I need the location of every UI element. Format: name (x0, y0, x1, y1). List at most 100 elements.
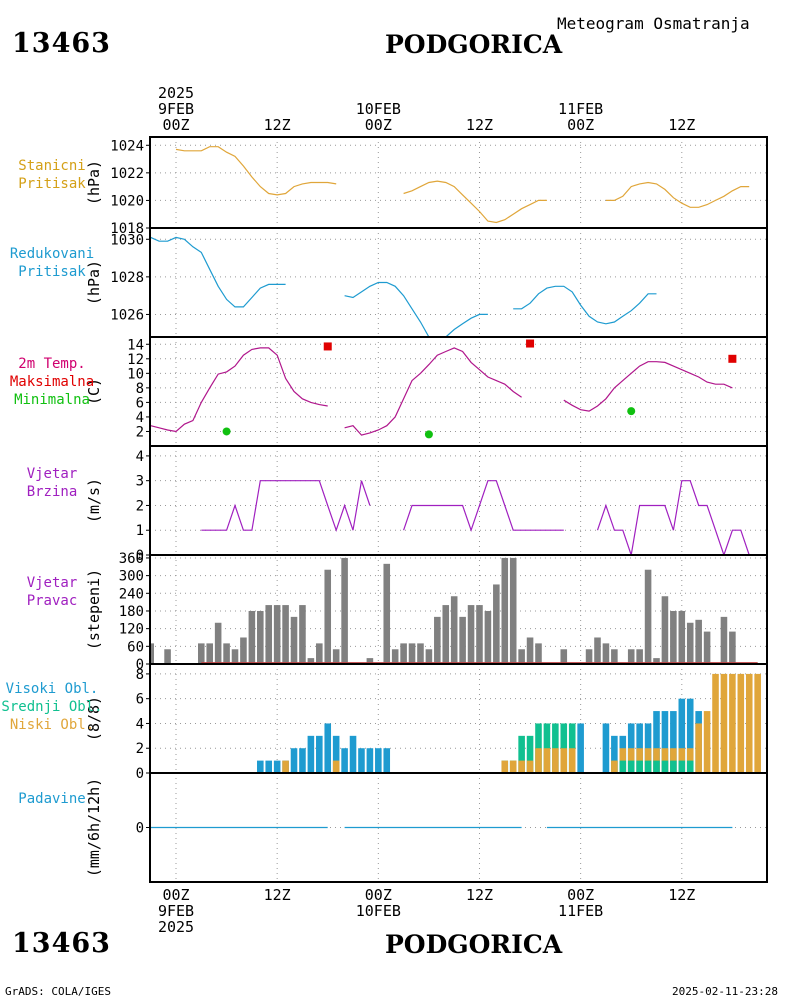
time-label-bottom: 11FEB (558, 902, 603, 920)
y-axis-label: (m/s) (85, 478, 103, 523)
wind-direction-bar (425, 649, 433, 664)
cloud-low-bar (526, 760, 534, 773)
wind-direction-bar (240, 637, 247, 664)
wind-direction-bar (636, 649, 643, 664)
series-line (150, 236, 286, 308)
min-temp-marker (627, 407, 636, 416)
cloud-mid-bar (619, 760, 627, 773)
station-id-top: 13463 (12, 28, 111, 59)
y-axis-label: (hPa) (85, 160, 103, 205)
y-tick-label: 1030 (110, 232, 144, 248)
y-tick-label: 4 (136, 449, 144, 465)
series-line (403, 480, 564, 533)
series-label: Brzina (27, 484, 78, 500)
wind-direction-bar (661, 596, 669, 664)
y-tick-label: 8 (136, 667, 144, 683)
series-line (596, 480, 750, 555)
series-line (403, 180, 547, 224)
cloud-mid-bar (653, 760, 660, 773)
cloud-low-bar (695, 723, 702, 773)
y-tick-label: 360 (119, 551, 144, 567)
wind-direction-bar (417, 643, 424, 664)
series-line (344, 347, 522, 436)
y-tick-label: 1022 (110, 166, 144, 182)
wind-direction-bar (307, 658, 315, 664)
wind-direction-bar (324, 569, 332, 664)
cloud-mid-bar (678, 760, 686, 773)
y-tick-label: 1018 (110, 221, 144, 237)
series-line (513, 285, 657, 325)
cloud-high-bar (577, 723, 584, 773)
cloud-high-bar (383, 748, 391, 773)
cloud-high-bar (341, 748, 348, 773)
panel-frame (149, 772, 768, 883)
cloud-high-bar (602, 723, 610, 773)
cloud-low-bar (501, 760, 509, 773)
y-tick-label: 6 (136, 395, 144, 411)
wind-direction-bar (467, 605, 475, 664)
time-label-bottom: 00Z (365, 886, 392, 904)
wind-direction-bar (602, 643, 610, 664)
wind-direction-bar (214, 622, 222, 664)
y-tick-label: 14 (127, 337, 144, 353)
wind-direction-bar (164, 649, 171, 664)
cloud-high-bar (290, 748, 298, 773)
series-label: Pravac (27, 593, 78, 609)
y-tick-label: 0 (136, 657, 144, 673)
wind-direction-bar (434, 616, 441, 664)
panel-station-pressure: 1018 1020 1022 1024 (hPa)Stanicni Pritisak (18, 136, 768, 237)
cloud-mid-bar (526, 735, 534, 773)
wind-direction-bar (585, 649, 593, 664)
max-temp-marker (728, 354, 737, 363)
cloud-high-bar (307, 735, 315, 773)
cloud-high-bar (299, 748, 306, 773)
series-label: Stanicni (18, 158, 85, 174)
series-label: Niski Obl. (10, 717, 94, 733)
cloud-high-bar (661, 711, 669, 773)
time-label-top: 12Z (466, 116, 493, 134)
cloud-high-bar (257, 760, 264, 773)
time-label-top: 11FEB (558, 100, 603, 118)
panel-frame (149, 227, 768, 338)
y-tick-label: 120 (119, 622, 144, 638)
cloud-low-bar (332, 760, 340, 773)
series-label: Minimalna (14, 392, 90, 408)
series-label: Pritisak (18, 176, 86, 192)
wind-direction-bar (206, 643, 214, 664)
cloud-high-bar (358, 748, 365, 773)
time-label-bottom: 00Z (567, 886, 594, 904)
wind-direction-bar (526, 637, 534, 664)
cloud-low-bar (568, 748, 576, 773)
cloud-low-bar (535, 748, 542, 773)
wind-direction-bar (594, 637, 601, 664)
cloud-low-bar (611, 760, 618, 773)
wind-direction-bar (501, 557, 509, 664)
y-tick-label: 0 (136, 766, 144, 782)
y-tick-label: 0 (136, 821, 144, 837)
wind-direction-bar (198, 643, 205, 664)
cloud-high-bar (316, 735, 323, 773)
series-line (201, 480, 371, 533)
panel-data (257, 673, 761, 773)
wind-direction-bar (695, 619, 702, 664)
y-tick-label: 180 (119, 604, 144, 620)
wind-direction-bar (150, 643, 154, 664)
wind-direction-bar (611, 649, 618, 664)
series-label: Maksimalna (10, 374, 94, 390)
wind-direction-bar (366, 658, 374, 664)
y-tick-label: 10 (127, 366, 144, 382)
y-axis-label: (8/8) (85, 696, 103, 741)
wind-direction-bar (282, 605, 289, 664)
wind-direction-bar (400, 643, 407, 664)
station-name-bottom: PODGORICA (385, 930, 563, 959)
wind-direction-bar (509, 557, 517, 664)
wind-direction-bar (535, 643, 542, 664)
max-temp-marker (323, 342, 332, 351)
panel-precipitation: 0 (mm/6h/12h)Padavine (18, 772, 768, 883)
wind-direction-bar (332, 649, 340, 664)
panel-data (175, 146, 750, 224)
cloud-low-bar (552, 748, 559, 773)
time-label-top: 00Z (162, 116, 189, 134)
cloud-mid-bar (670, 760, 677, 773)
y-axis-label: (mm/6h/12h) (85, 778, 103, 877)
